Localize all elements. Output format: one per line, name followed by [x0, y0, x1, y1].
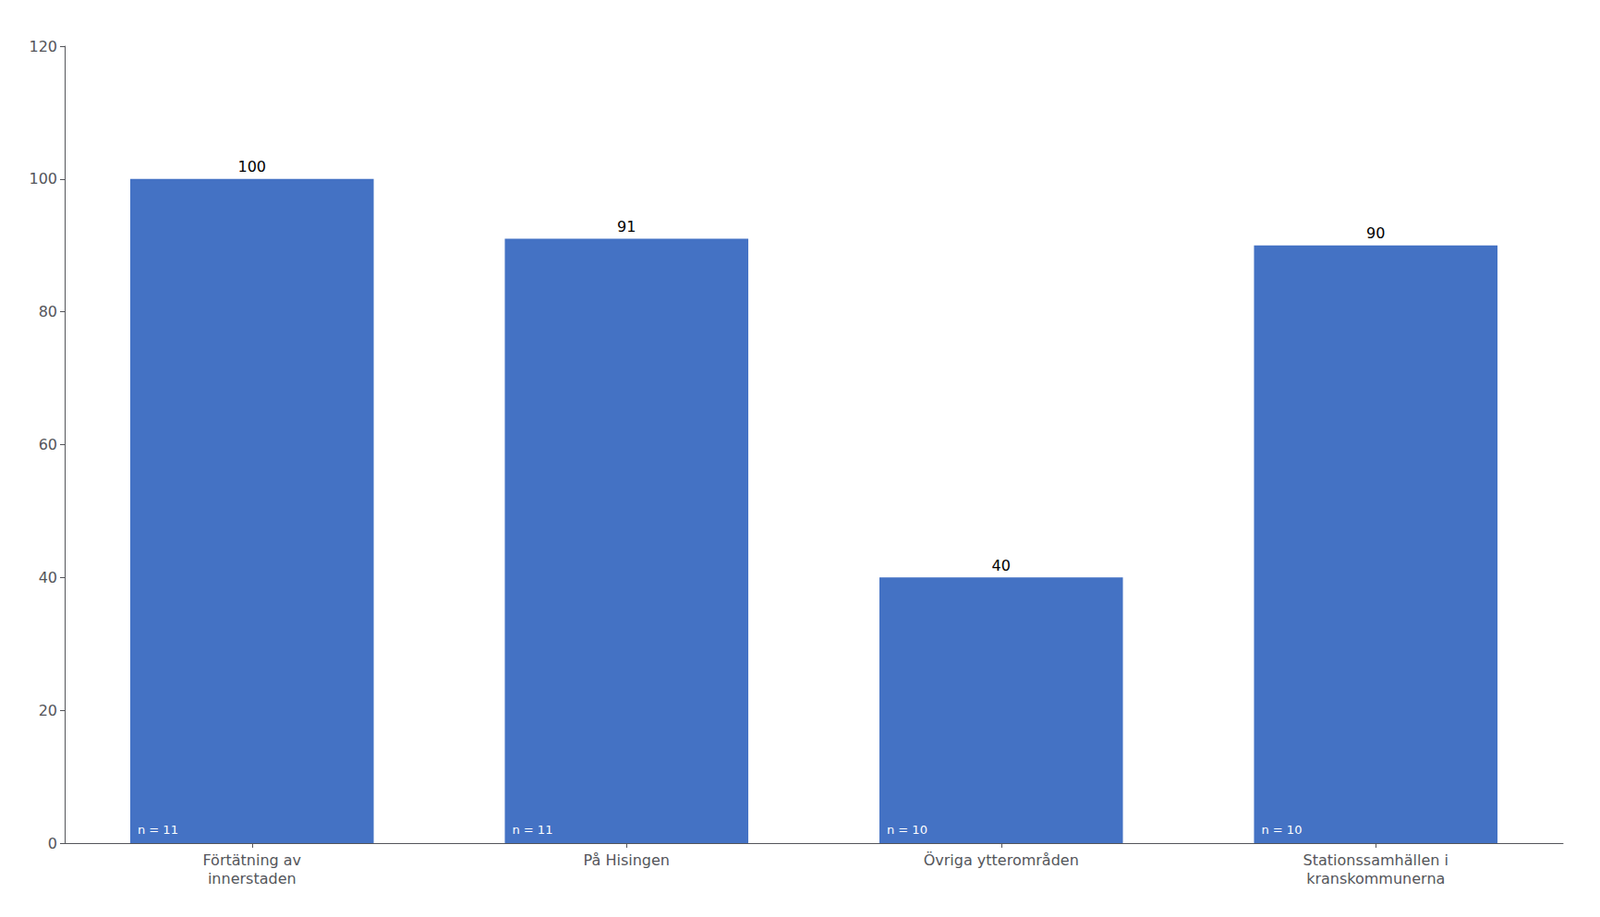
svg-text:n = 11: n = 11 [137, 823, 179, 837]
svg-text:På Hisingen: På Hisingen [583, 851, 670, 870]
svg-text:90: 90 [1366, 224, 1385, 243]
svg-text:20: 20 [38, 702, 58, 720]
svg-text:91: 91 [617, 218, 636, 236]
svg-text:0: 0 [48, 835, 58, 853]
svg-text:100: 100 [237, 157, 267, 176]
svg-text:innerstaden: innerstaden [207, 870, 297, 888]
svg-text:Förtätning av: Förtätning av [202, 851, 302, 870]
svg-text:80: 80 [38, 303, 58, 321]
svg-text:Stationssamhällen i: Stationssamhällen i [1303, 851, 1449, 870]
svg-text:n = 10: n = 10 [886, 823, 928, 837]
svg-text:Övriga ytterområden: Övriga ytterområden [923, 851, 1079, 870]
svg-text:40: 40 [992, 557, 1011, 575]
svg-text:n = 10: n = 10 [1260, 823, 1302, 837]
svg-text:100: 100 [28, 169, 58, 188]
svg-text:kranskommunerna: kranskommunerna [1306, 870, 1445, 888]
svg-text:n = 11: n = 11 [511, 823, 553, 837]
svg-text:40: 40 [38, 569, 58, 587]
svg-text:120: 120 [28, 37, 58, 56]
svg-text:60: 60 [38, 436, 58, 454]
